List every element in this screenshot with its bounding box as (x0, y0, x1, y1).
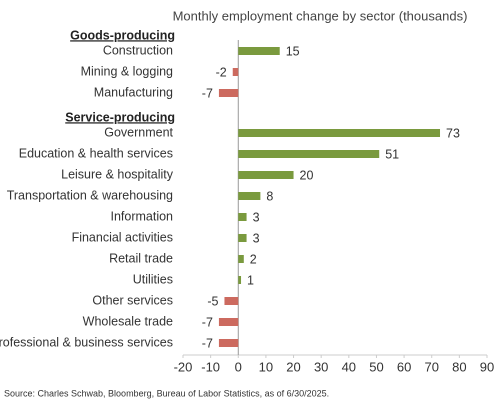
x-tick-label: -10 (201, 359, 220, 374)
bar (238, 47, 280, 55)
value-label: -7 (202, 315, 213, 329)
bar (238, 150, 380, 158)
x-tick-label: 30 (314, 359, 328, 374)
value-label: 3 (253, 231, 260, 245)
bar (238, 171, 294, 179)
chart-title: Monthly employment change by sector (tho… (173, 8, 468, 23)
x-tick-label: 50 (369, 359, 383, 374)
value-label: 8 (266, 189, 273, 203)
y-tick-label: Utilities (133, 272, 173, 286)
value-label: 51 (385, 147, 399, 161)
bar (218, 339, 239, 347)
x-tick-label: 90 (480, 359, 494, 374)
x-tick-label: 10 (259, 359, 273, 374)
bar (238, 255, 244, 263)
y-tick-label: Financial activities (72, 230, 173, 244)
x-tick-label: 60 (397, 359, 411, 374)
y-tick-label: Professional & business services (0, 335, 173, 349)
y-tick-label: Information (110, 209, 173, 223)
bar (238, 213, 247, 221)
value-label: 15 (286, 44, 300, 58)
y-tick-label: Government (104, 125, 173, 139)
x-tick-label: 80 (452, 359, 466, 374)
y-tick-label: Construction (103, 43, 173, 57)
value-label: -7 (202, 336, 213, 350)
x-tick-label: 40 (342, 359, 356, 374)
y-tick-label: Leisure & hospitality (61, 167, 174, 181)
x-tick-label: 20 (286, 359, 300, 374)
value-label: -2 (216, 65, 227, 79)
bar (218, 318, 239, 326)
y-tick-label: Manufacturing (94, 85, 173, 99)
bar (238, 129, 441, 137)
x-tick-label: 0 (235, 359, 242, 374)
y-tick-label: Transportation & warehousing (7, 188, 173, 202)
value-label: 20 (300, 168, 314, 182)
bar (238, 276, 242, 284)
x-tick-label: -20 (174, 359, 193, 374)
value-label: 2 (250, 252, 257, 266)
bar (238, 234, 247, 242)
y-tick-label: Wholesale trade (83, 314, 173, 328)
group-label: Service-producing (65, 110, 175, 124)
y-tick-label: Other services (92, 293, 173, 307)
value-label: -7 (202, 86, 213, 100)
value-label: -5 (207, 294, 218, 308)
value-label: 1 (247, 273, 254, 287)
bar (224, 297, 239, 305)
group-label: Goods-producing (70, 28, 175, 42)
bar (238, 192, 261, 200)
y-tick-label: Education & health services (19, 146, 173, 160)
bar (218, 89, 239, 97)
value-label: 73 (446, 126, 460, 140)
x-tick-label: 70 (424, 359, 438, 374)
y-tick-label: Retail trade (109, 251, 173, 265)
y-tick-label: Mining & logging (81, 64, 173, 78)
value-label: 3 (253, 210, 260, 224)
source-note: Source: Charles Schwab, Bloomberg, Burea… (4, 388, 329, 398)
bar (232, 68, 239, 76)
